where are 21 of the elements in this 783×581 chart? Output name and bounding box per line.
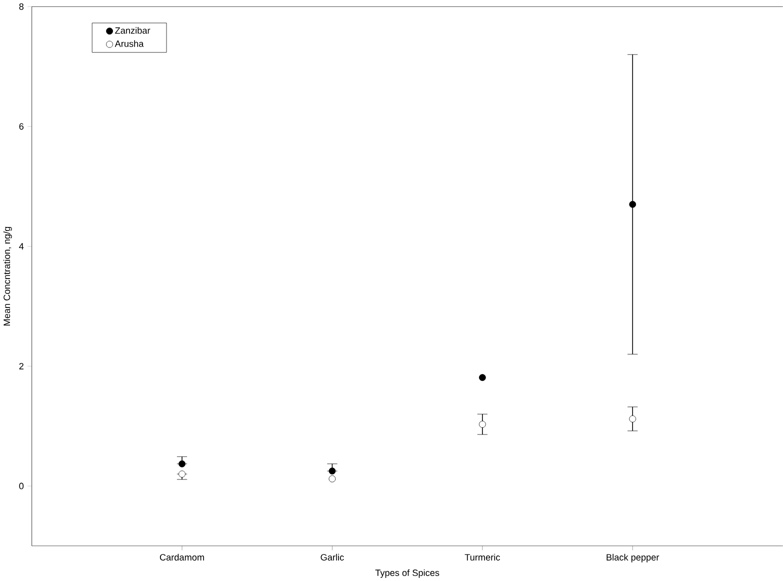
- x-tick-label: Cardamom: [160, 554, 204, 560]
- point: [178, 470, 186, 478]
- point: [328, 475, 336, 482]
- point: [328, 468, 336, 474]
- point: [478, 374, 486, 381]
- y-tick-label: 0: [19, 482, 24, 490]
- legend-label: Arusha: [114, 40, 144, 47]
- point: [178, 460, 186, 468]
- y-tick-label: 8: [19, 3, 24, 10]
- y-tick-label: 2: [19, 362, 24, 370]
- x-tick-label: Black pepper: [606, 554, 660, 562]
- x-tick-label: Garlic: [320, 554, 344, 560]
- x-tick-label: Turmeric: [464, 554, 500, 560]
- y-tick-label: 6: [19, 123, 24, 130]
- y-tick-label: 4: [19, 243, 24, 250]
- legend-label: Zanzibar: [115, 26, 150, 34]
- point: [478, 420, 486, 428]
- y-axis-title: Mean Concntration, ng/g: [3, 226, 12, 326]
- point: [629, 415, 636, 422]
- x-axis-title: Types of Spices: [375, 569, 440, 578]
- point: [629, 200, 636, 208]
